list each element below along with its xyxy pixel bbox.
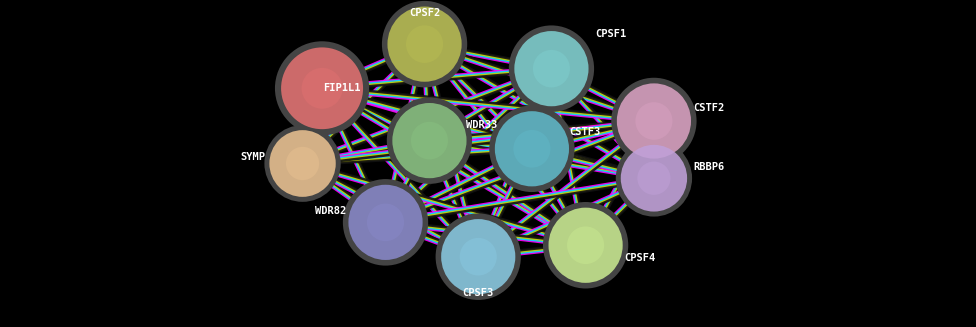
Ellipse shape [275,41,369,135]
Text: WDR33: WDR33 [466,120,497,130]
Ellipse shape [286,147,319,180]
Ellipse shape [513,130,550,167]
Ellipse shape [616,140,692,216]
Ellipse shape [543,202,629,288]
Ellipse shape [637,162,671,195]
Text: CPSF4: CPSF4 [625,253,656,263]
Ellipse shape [386,97,472,184]
Ellipse shape [441,219,515,294]
Ellipse shape [382,1,468,87]
Text: RBBP6: RBBP6 [693,162,724,172]
Ellipse shape [514,31,589,106]
Text: SYMP: SYMP [240,152,265,162]
Ellipse shape [567,226,604,264]
Ellipse shape [635,102,672,140]
Text: WDR82: WDR82 [315,206,346,216]
Ellipse shape [367,203,404,241]
Ellipse shape [302,68,343,109]
Ellipse shape [392,103,467,178]
Ellipse shape [411,122,448,160]
Ellipse shape [549,208,623,283]
Ellipse shape [435,214,521,300]
Ellipse shape [387,7,462,82]
Ellipse shape [621,145,687,212]
Ellipse shape [489,106,575,192]
Ellipse shape [508,26,594,112]
Text: CPSF3: CPSF3 [463,288,494,299]
Ellipse shape [269,130,336,197]
Ellipse shape [611,78,697,164]
Ellipse shape [495,111,569,186]
Ellipse shape [281,47,363,129]
Text: FIP1L1: FIP1L1 [324,83,361,93]
Ellipse shape [264,125,341,202]
Text: CPSF1: CPSF1 [595,29,627,39]
Ellipse shape [406,25,443,63]
Ellipse shape [460,238,497,275]
Ellipse shape [343,179,428,266]
Text: CPSF2: CPSF2 [409,8,440,18]
Ellipse shape [617,83,691,159]
Ellipse shape [533,50,570,88]
Text: CSTF3: CSTF3 [569,128,600,137]
Text: CSTF2: CSTF2 [693,103,724,113]
Ellipse shape [348,185,423,260]
